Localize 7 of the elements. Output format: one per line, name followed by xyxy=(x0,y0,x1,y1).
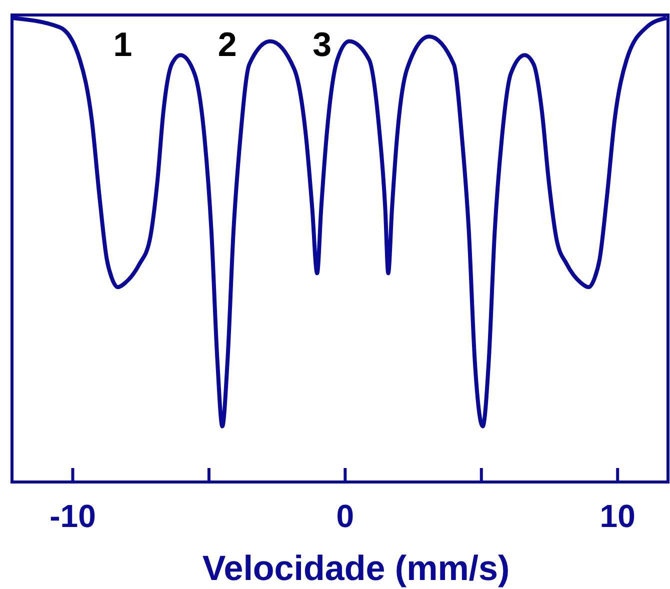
annotation: 1 xyxy=(113,26,132,64)
x-axis-title: Velocidade (mm/s) xyxy=(202,549,510,588)
x-tick-label: 0 xyxy=(336,498,354,534)
x-tick-label: 10 xyxy=(600,498,636,534)
annotation: 2 xyxy=(218,26,237,64)
x-tick-label: -10 xyxy=(50,498,96,534)
annotation: 3 xyxy=(312,26,332,64)
